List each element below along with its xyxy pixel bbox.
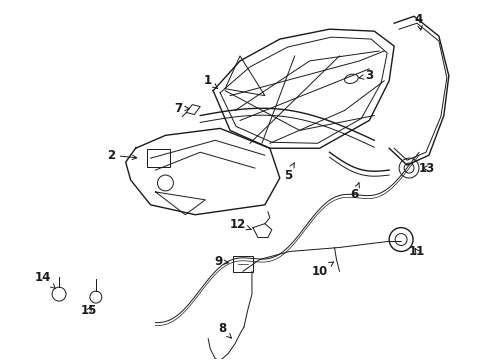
Text: 9: 9 bbox=[214, 255, 228, 268]
Text: 14: 14 bbox=[35, 271, 55, 289]
Text: 6: 6 bbox=[349, 183, 359, 201]
Text: 13: 13 bbox=[418, 162, 434, 175]
Text: 2: 2 bbox=[106, 149, 137, 162]
Text: 8: 8 bbox=[218, 322, 231, 338]
Text: 7: 7 bbox=[174, 102, 189, 115]
Text: 4: 4 bbox=[414, 13, 422, 30]
Text: 1: 1 bbox=[203, 74, 217, 89]
Text: 10: 10 bbox=[311, 262, 333, 278]
Text: 15: 15 bbox=[81, 305, 97, 318]
Text: 11: 11 bbox=[408, 245, 424, 258]
Text: 3: 3 bbox=[358, 69, 372, 82]
Text: 12: 12 bbox=[229, 218, 251, 231]
Text: 5: 5 bbox=[283, 163, 294, 181]
